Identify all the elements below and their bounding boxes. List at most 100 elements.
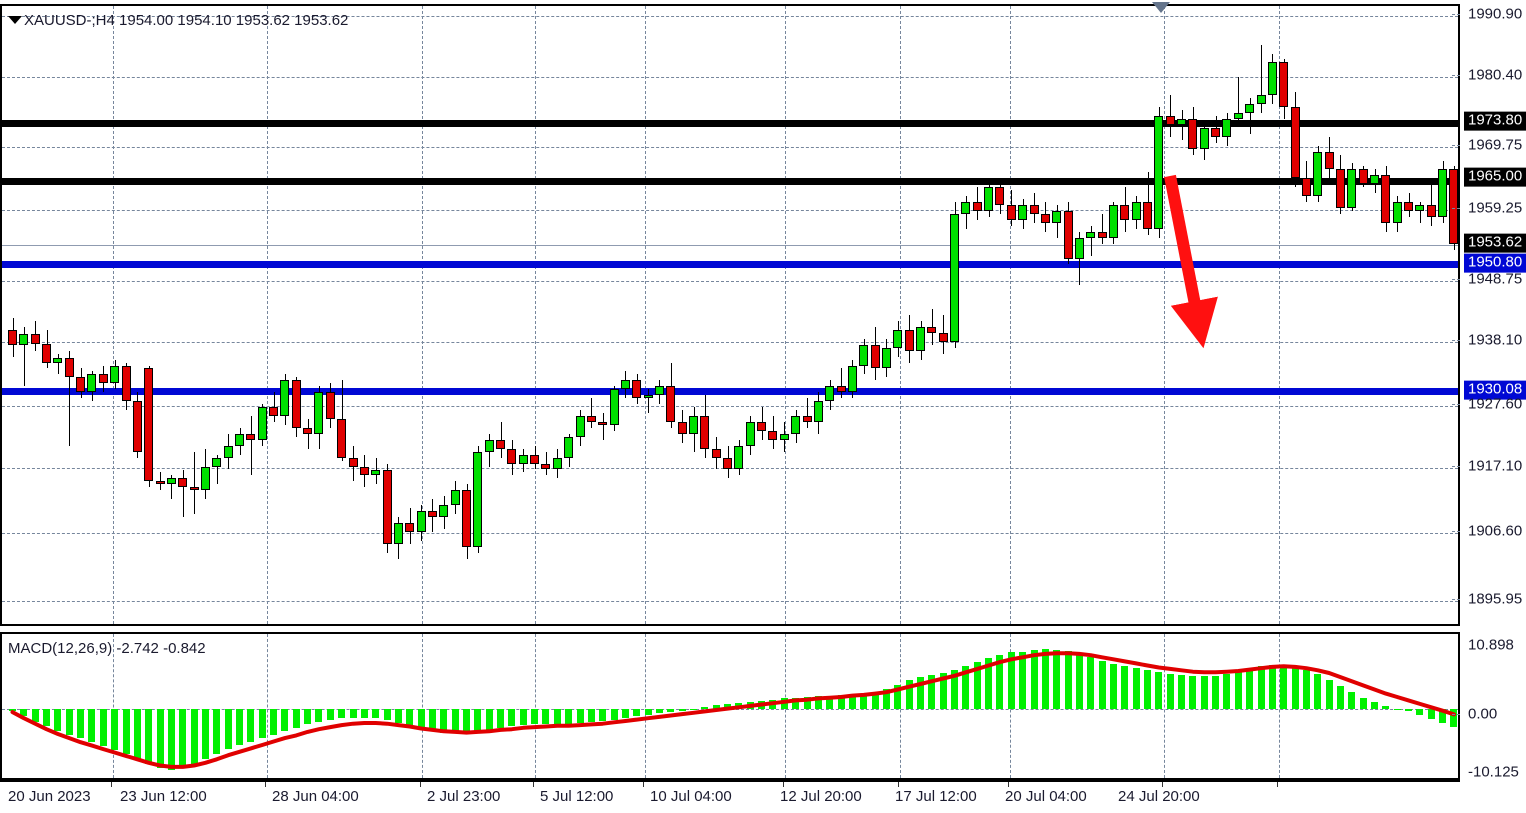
candle-bullish (1074, 237, 1084, 259)
candle-bearish (802, 416, 812, 422)
candle-bearish (1040, 213, 1050, 223)
price-level-badge[interactable]: 1965.00 (1464, 167, 1526, 187)
macd-histogram-bar (360, 708, 368, 718)
price-chart-panel[interactable] (0, 4, 1460, 626)
gridline-horizontal (2, 77, 1458, 78)
resistance-1973-80[interactable] (2, 120, 1458, 127)
price-axis-label: 1938.10 (1468, 331, 1523, 349)
macd-histogram-bar (133, 708, 141, 759)
support-1950-80[interactable] (2, 261, 1458, 268)
price-axis[interactable]: 1990.90 1980.40 1973.80 1969.75 1965.00 1959.… (1452, 4, 1526, 626)
macd-histogram-bar (1019, 651, 1027, 709)
candle-bearish (666, 386, 676, 422)
candle-bearish (1120, 205, 1130, 220)
time-axis-tick (420, 782, 421, 787)
time-axis-tick (783, 782, 784, 787)
resistance-1965-00[interactable] (2, 178, 1458, 185)
candle-wick (194, 451, 195, 515)
candle-bearish (427, 511, 437, 518)
current-price-1953-62[interactable] (2, 245, 1458, 246)
candle-bearish (382, 469, 392, 544)
candle-bullish (1233, 112, 1243, 119)
macd-histogram-bar (292, 708, 300, 728)
candle-bullish (53, 357, 63, 363)
candle-bearish (530, 454, 540, 464)
time-axis-tick (533, 782, 534, 787)
macd-histogram-bar (383, 708, 391, 721)
candle-bearish (348, 457, 358, 467)
time-axis-tick (1008, 782, 1009, 787)
macd-histogram-bar (65, 708, 73, 735)
candle-bearish (189, 487, 199, 491)
price-level-badge[interactable]: 1930.08 (1464, 380, 1526, 400)
candle-bullish (1199, 127, 1209, 149)
candle-bearish (42, 343, 52, 363)
macd-histogram-bar (1075, 653, 1083, 709)
macd-histogram-bar (587, 708, 595, 723)
candle-bullish (166, 478, 176, 485)
candle-bearish (178, 478, 188, 488)
candle-bearish (325, 392, 335, 419)
candle-bearish (1279, 62, 1289, 107)
gridline-vertical (535, 634, 536, 778)
candle-wick (932, 309, 933, 345)
candle-bearish (8, 329, 17, 345)
gridline-vertical (267, 634, 268, 778)
macd-histogram-bar (1348, 692, 1356, 709)
macd-histogram-bar (928, 675, 936, 709)
macd-histogram-bar (1178, 675, 1186, 709)
macd-plot-area[interactable] (2, 634, 1458, 778)
candle-bullish (314, 392, 324, 434)
gridline-horizontal (2, 210, 1458, 211)
price-level-badge[interactable]: 1973.80 (1464, 111, 1526, 131)
price-level-badge[interactable]: 1953.62 (1464, 233, 1526, 253)
macd-indicator-panel[interactable] (0, 632, 1460, 780)
candle-bearish (1143, 202, 1152, 229)
candle-bearish (496, 439, 506, 449)
candle-bearish (462, 490, 471, 547)
candle-wick (1182, 109, 1183, 140)
axis-tick (1452, 208, 1460, 209)
macd-histogram-bar (905, 679, 913, 709)
macd-histogram-bar (43, 708, 51, 727)
gridline-horizontal (2, 342, 1458, 343)
gridline-vertical (1010, 6, 1011, 624)
candle-wick (603, 413, 604, 440)
macd-axis[interactable]: 10.898 0.00 -10.125 (1452, 632, 1526, 780)
candle-bullish (371, 469, 381, 476)
macd-signal-line (10, 651, 1456, 769)
candle-bearish (269, 407, 279, 416)
macd-histogram-bar (190, 708, 198, 765)
support-1930-08[interactable] (2, 388, 1458, 395)
price-plot-area[interactable] (2, 6, 1458, 624)
candle-bearish (405, 522, 415, 532)
candle-wick (1238, 77, 1239, 125)
macd-axis-label: 10.898 (1468, 636, 1514, 654)
macd-histogram-bar (1007, 652, 1015, 709)
candle-bearish (541, 463, 551, 470)
candle-bullish (654, 386, 664, 396)
time-axis[interactable]: 20 Jun 2023 23 Jun 12:00 28 Jun 04:00 2 Jul… (0, 780, 1460, 813)
macd-histogram-bar (1212, 675, 1220, 709)
collapse-triangle-down-icon[interactable] (8, 16, 22, 24)
chart-top-marker-icon[interactable] (1152, 2, 1170, 13)
price-level-badge[interactable]: 1950.80 (1464, 253, 1526, 273)
candle-bearish (155, 481, 165, 485)
gridline-vertical (1164, 6, 1165, 624)
macd-histogram-bar (440, 708, 448, 733)
gridline-vertical (645, 6, 646, 624)
candle-bearish (337, 418, 347, 458)
candle-bullish (643, 395, 653, 399)
candle-wick (807, 398, 808, 428)
macd-histogram-bar (973, 662, 981, 709)
macd-histogram-bar (179, 708, 187, 769)
macd-histogram-bar (315, 708, 323, 722)
macd-histogram-bar (497, 708, 505, 728)
candle-wick (183, 469, 184, 518)
candle-bullish (984, 187, 994, 211)
macd-histogram-bar (1336, 686, 1344, 709)
macd-histogram-bar (803, 697, 811, 709)
macd-header-label: MACD(12,26,9) -2.742 -0.842 (8, 640, 206, 657)
gridline-vertical (785, 6, 786, 624)
